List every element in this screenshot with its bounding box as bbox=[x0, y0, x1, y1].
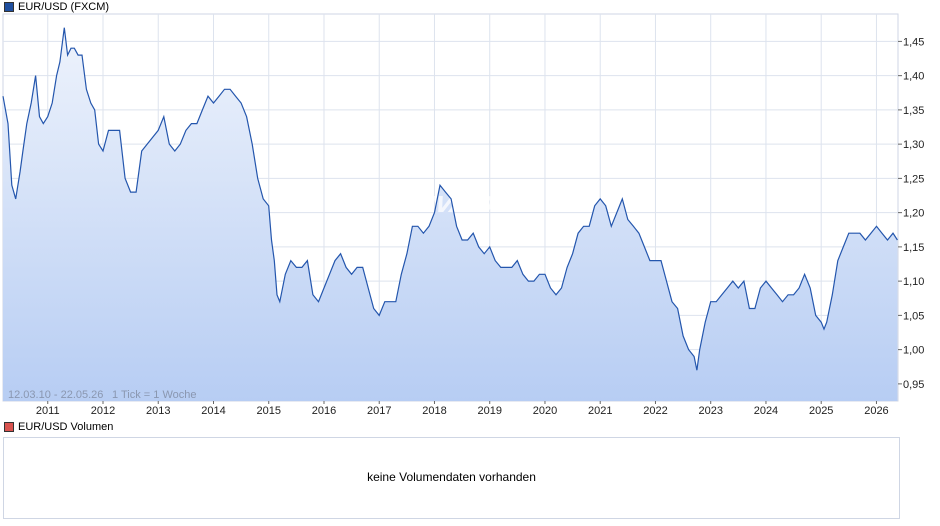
x-tick-label: 2016 bbox=[312, 405, 336, 417]
price-legend-swatch bbox=[4, 2, 14, 12]
y-tick-label: 1,15 bbox=[903, 242, 924, 254]
x-tick-label: 2026 bbox=[864, 405, 888, 417]
volume-legend: EUR/USD Volumen bbox=[4, 421, 113, 433]
x-tick-label: 2023 bbox=[698, 405, 722, 417]
volume-legend-label: EUR/USD Volumen bbox=[18, 421, 114, 433]
y-tick-label: 1,45 bbox=[903, 36, 924, 48]
y-tick-label: 1,40 bbox=[903, 71, 924, 83]
x-tick-label: 2022 bbox=[643, 405, 667, 417]
date-range-label: 12.03.10 - 22.05.26 bbox=[8, 389, 103, 401]
price-legend: EUR/USD (FXCM) bbox=[4, 1, 109, 13]
price-chart: ARIVA.DE 1,45 1,40 1,35 1,30 1,25 1,20 1,15 1,1… bbox=[2, 13, 924, 417]
x-tick-label: 2024 bbox=[754, 405, 778, 417]
y-tick-label: 1,30 bbox=[903, 139, 924, 151]
y-axis: 1,45 1,40 1,35 1,30 1,25 1,20 1,15 1,10 1,05 1,00… bbox=[898, 36, 924, 391]
price-area bbox=[3, 27, 898, 401]
y-tick-label: 1,10 bbox=[903, 276, 924, 288]
y-tick-label: 1,05 bbox=[903, 310, 924, 322]
x-tick-label: 2014 bbox=[201, 405, 225, 417]
y-tick-label: 1,00 bbox=[903, 345, 924, 357]
tick-info-label: 1 Tick = 1 Woche bbox=[112, 389, 196, 401]
x-tick-label: 2017 bbox=[367, 405, 391, 417]
volume-legend-swatch bbox=[4, 422, 14, 432]
x-tick-label: 2021 bbox=[588, 405, 612, 417]
volume-empty-message: keine Volumendaten vorhanden bbox=[367, 470, 536, 484]
x-tick-label: 2012 bbox=[91, 405, 115, 417]
x-tick-label: 2018 bbox=[422, 405, 446, 417]
y-tick-label: 1,20 bbox=[903, 208, 924, 220]
x-tick-label: 2011 bbox=[36, 405, 60, 417]
price-legend-label: EUR/USD (FXCM) bbox=[18, 1, 110, 13]
x-axis: 2011 2012 2013 2014 2015 2016 2017 2018 2019 2020… bbox=[36, 401, 889, 417]
y-tick-label: 1,35 bbox=[903, 105, 924, 117]
price-line bbox=[2, 27, 898, 371]
watermark: ARIVA.DE bbox=[388, 192, 512, 218]
x-tick-label: 2020 bbox=[533, 405, 557, 417]
y-tick-label: 0,95 bbox=[903, 379, 924, 391]
x-tick-label: 2025 bbox=[809, 405, 833, 417]
volume-panel: keine Volumendaten vorhanden bbox=[3, 437, 900, 519]
y-tick-label: 1,25 bbox=[903, 173, 924, 185]
x-tick-label: 2019 bbox=[477, 405, 501, 417]
x-tick-label: 2015 bbox=[256, 405, 280, 417]
x-tick-label: 2013 bbox=[146, 405, 170, 417]
